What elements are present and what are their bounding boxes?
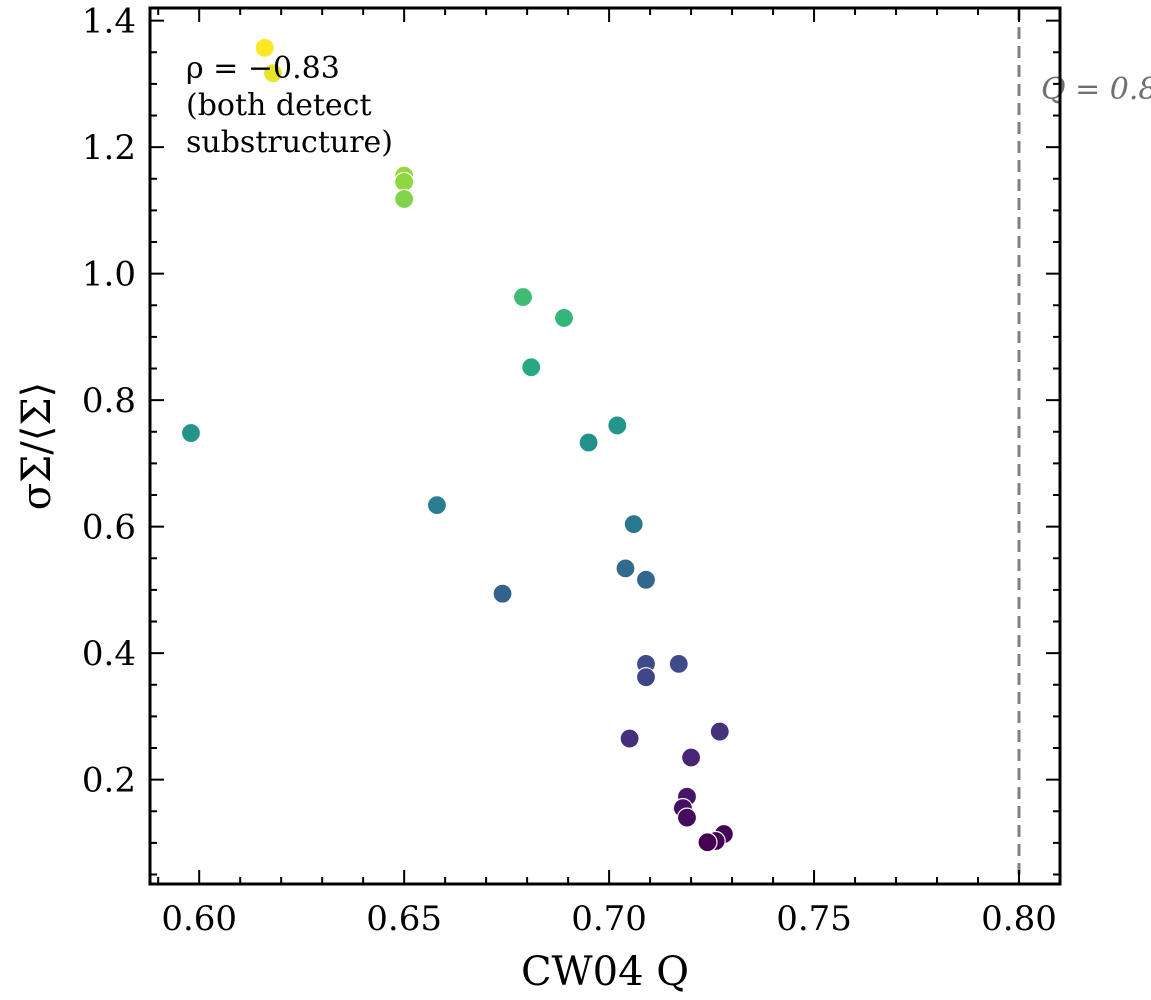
data-point-6: [553, 307, 575, 329]
data-point-11: [426, 495, 448, 516]
data-point-3: [394, 171, 415, 193]
data-point-15: [492, 583, 513, 604]
data-point-8: [180, 422, 202, 444]
data-point-13: [615, 558, 636, 579]
data-point-1: [262, 63, 284, 84]
data-point-19: [709, 721, 730, 742]
plot-frame: [148, 6, 1062, 886]
x-tick-label: 0.65: [366, 899, 442, 939]
y-tick-label: 1.2: [82, 128, 136, 168]
y-tick-label: 1.0: [82, 255, 136, 295]
reference-line-layer: Q = 0.8: [1017, 8, 1151, 884]
y-tick-label: 0.6: [82, 508, 136, 548]
data-point-21: [680, 747, 702, 768]
x-tick-label: 0.70: [571, 899, 647, 939]
data-point-10: [578, 432, 599, 453]
axis-labels-layer: 0.60 0.65 0.70 0.75 0.80 0.2 0.4 0.6 0.8 1.0 1.2 1.…: [14, 2, 1057, 995]
y-tick-label: 0.8: [82, 381, 136, 421]
x-tick-label: 0.75: [776, 899, 852, 939]
data-point-27: [697, 832, 718, 853]
data-point-18: [635, 667, 657, 688]
y-tick-label: 1.4: [82, 2, 136, 42]
x-tick-label: 0.80: [981, 899, 1057, 939]
annotation-line-1: (both detect: [186, 88, 372, 123]
y-axis-label: σΣ/⟨Σ⟩: [14, 382, 60, 511]
x-tick-label: 0.60: [161, 899, 237, 939]
points-layer: [180, 37, 734, 853]
data-point-24: [676, 807, 698, 828]
data-point-9: [607, 415, 628, 436]
data-point-20: [619, 728, 640, 749]
data-point-7: [521, 357, 542, 378]
x-axis-label: CW04 Q: [521, 949, 689, 995]
data-point-12: [623, 514, 644, 535]
data-point-0: [254, 37, 275, 58]
ticks-layer: [150, 8, 1061, 884]
data-point-5: [512, 286, 534, 308]
annotation-line-2: substructure): [186, 125, 393, 160]
y-tick-label: 0.2: [82, 761, 136, 801]
data-point-4: [394, 188, 415, 210]
annotation-line-0: ρ = −0.83: [186, 51, 340, 86]
data-point-17: [668, 653, 689, 674]
reference-line-label: Q = 0.8: [1041, 72, 1151, 107]
y-tick-label: 0.4: [82, 634, 136, 674]
data-point-14: [635, 569, 657, 590]
